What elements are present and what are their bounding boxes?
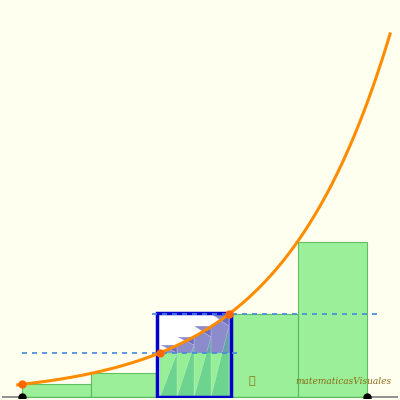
Polygon shape bbox=[177, 346, 194, 397]
Polygon shape bbox=[160, 353, 177, 397]
Text: Ⓞ: Ⓞ bbox=[249, 376, 256, 386]
Bar bbox=[157, 313, 231, 397]
Bar bbox=[22, 384, 91, 397]
Polygon shape bbox=[211, 314, 229, 326]
Polygon shape bbox=[194, 326, 211, 337]
Polygon shape bbox=[194, 337, 211, 397]
Polygon shape bbox=[177, 337, 194, 346]
Polygon shape bbox=[160, 346, 177, 353]
Bar bbox=[160, 353, 229, 397]
Bar bbox=[229, 314, 298, 397]
Bar bbox=[91, 374, 160, 397]
Bar bbox=[298, 242, 366, 397]
Polygon shape bbox=[211, 326, 229, 397]
Text: matematicasVisuales: matematicasVisuales bbox=[296, 377, 392, 386]
Bar bbox=[157, 313, 231, 397]
